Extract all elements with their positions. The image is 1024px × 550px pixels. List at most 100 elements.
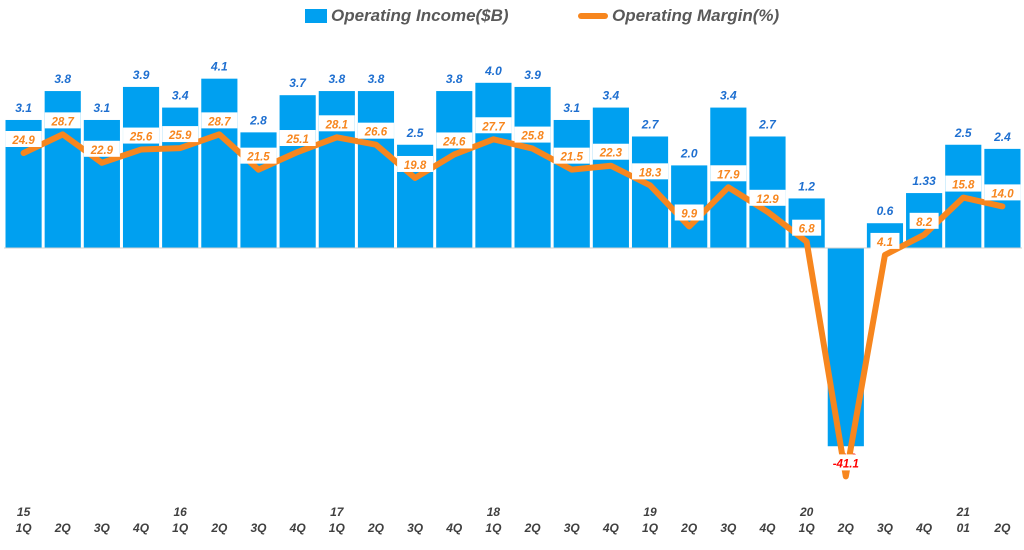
bar-16 (631, 136, 669, 248)
bar-label-7: 3.7 (289, 76, 307, 90)
bar-11 (436, 91, 473, 248)
margin-label-0: 24.9 (11, 135, 35, 147)
x-year-label-12: 18 (487, 505, 501, 519)
margin-label-24: 15.8 (952, 180, 975, 192)
bar-label-16: 2.7 (641, 117, 660, 131)
x-tick-label-15: 4Q (602, 521, 620, 535)
bar-label-5: 4.1 (210, 60, 228, 74)
bar-label-8: 3.8 (328, 72, 345, 86)
margin-label-bg-0 (5, 130, 42, 147)
bar-7 (279, 95, 316, 248)
margin-label-8: 28.1 (325, 119, 348, 131)
x-tick-label-23: 4Q (915, 521, 933, 535)
margin-label-bg-2 (83, 140, 120, 157)
x-year-label-4: 16 (174, 505, 188, 519)
line-series (20, 131, 1006, 480)
margin-line (20, 131, 1006, 480)
chart-legend: Operating Income($B) Operating Margin(%) (0, 6, 1024, 30)
x-tick-label-9: 2Q (367, 521, 385, 535)
bar-label-6: 2.8 (249, 113, 267, 127)
x-year-label-0: 15 (17, 505, 31, 519)
margin-label-bg-4 (162, 126, 199, 143)
bar-label-12: 4.0 (484, 64, 502, 78)
x-tick-label-16: 1Q (642, 521, 659, 535)
x-tick-label-5: 2Q (210, 521, 228, 535)
bar-12 (475, 82, 512, 248)
bar-label-22: 0.6 (877, 204, 894, 218)
bar-5 (201, 78, 238, 248)
x-year-label-16: 19 (643, 505, 657, 519)
bar-label-17: 2.0 (680, 146, 698, 160)
x-tick-label-1: 2Q (54, 521, 72, 535)
x-tick-label-24: 01 (957, 521, 971, 535)
margin-label-bg-22 (870, 232, 900, 249)
x-tick-label-22: 3Q (877, 521, 894, 535)
margin-label-5: 28.7 (207, 116, 231, 128)
margin-label-23: 8.2 (916, 217, 933, 229)
margin-label-bg-20 (792, 219, 822, 236)
bar-label-19: 2.7 (758, 117, 777, 131)
bar-label-23: 1.33 (912, 174, 936, 188)
margin-label-25: 14.0 (991, 188, 1014, 200)
legend-label-operating-income: Operating Income($B) (331, 6, 509, 25)
margin-label-3: 25.6 (129, 132, 153, 144)
bar-label-11: 3.8 (446, 72, 463, 86)
margin-label-12: 27.7 (481, 121, 505, 133)
margin-label-22: 4.1 (876, 237, 893, 249)
margin-label-bg-11 (436, 132, 473, 149)
margin-label-11: 24.6 (442, 136, 466, 148)
bar-8 (318, 91, 355, 248)
bar-label-0: 3.1 (15, 101, 32, 115)
margin-label-9: 26.6 (364, 127, 388, 139)
x-tick-label-14: 3Q (564, 521, 581, 535)
margin-label-7: 25.1 (285, 134, 308, 146)
x-tick-label-18: 3Q (720, 521, 737, 535)
bar-3 (122, 86, 160, 249)
x-tick-label-3: 4Q (132, 521, 150, 535)
bar-label-10: 2.5 (406, 126, 424, 140)
x-tick-label-11: 4Q (445, 521, 463, 535)
margin-label-17: 9.9 (681, 208, 698, 220)
legend-swatch-line (578, 13, 608, 19)
bar-label-9: 3.8 (368, 72, 385, 86)
margin-label-bg-23 (909, 212, 939, 229)
bar-9 (357, 91, 395, 248)
margin-label-21: -41.1 (833, 458, 859, 470)
x-tick-label-2: 3Q (94, 521, 111, 535)
bar-label-25: 2.4 (993, 130, 1011, 144)
legend-item-operating-income: Operating Income($B) (305, 6, 509, 26)
margin-label-bg-7 (279, 130, 316, 147)
x-tick-label-12: 1Q (485, 521, 502, 535)
bar-15 (592, 107, 629, 248)
margin-label-bg-24 (945, 175, 982, 192)
x-year-label-24: 21 (956, 505, 971, 519)
bar-label-15: 3.4 (603, 89, 620, 103)
margin-label-19: 12.9 (756, 194, 779, 206)
x-tick-label-21: 2Q (837, 521, 855, 535)
x-tick-label-8: 1Q (329, 521, 346, 535)
margin-label-bg-15 (592, 143, 629, 160)
margin-label-1: 28.7 (51, 116, 75, 128)
margin-label-bg-16 (632, 163, 669, 180)
x-tick-label-6: 3Q (250, 521, 267, 535)
margin-label-13: 25.8 (520, 131, 544, 143)
x-tick-label-10: 3Q (407, 521, 424, 535)
margin-label-18: 17.9 (717, 169, 740, 181)
margin-label-bg-6 (240, 147, 277, 164)
legend-swatch-bar (305, 9, 327, 23)
x-tick-label-25: 2Q (993, 521, 1011, 535)
bar-label-3: 3.9 (133, 68, 150, 82)
bar-label-4: 3.4 (172, 89, 189, 103)
line-labels: 24.9 28.7 22.9 25.6 25.9 28.7 21.5 25.1 28.1 26.6… (5, 112, 1021, 471)
margin-label-15: 22.3 (599, 148, 623, 160)
bar-13 (514, 86, 551, 249)
x-year-label-20: 20 (799, 505, 814, 519)
margin-label-bg-25 (984, 184, 1021, 201)
margin-label-10: 19.8 (404, 160, 427, 172)
x-tick-label-20: 1Q (799, 521, 816, 535)
x-tick-label-4: 1Q (172, 521, 189, 535)
bar-label-14: 3.1 (563, 101, 580, 115)
margin-label-bg-21 (824, 454, 868, 471)
x-tick-label-13: 2Q (524, 521, 542, 535)
